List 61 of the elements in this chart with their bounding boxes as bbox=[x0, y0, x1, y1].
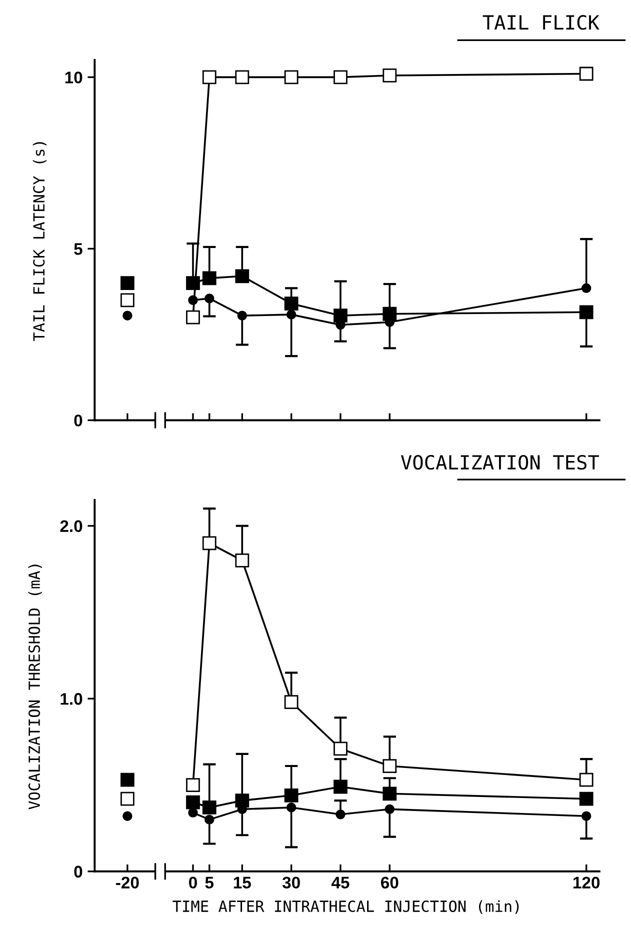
chart-title: VOCALIZATION TEST bbox=[400, 454, 600, 470]
point bbox=[579, 305, 594, 320]
point bbox=[186, 778, 200, 792]
x-tick-label: -20 bbox=[116, 876, 139, 889]
point bbox=[284, 296, 298, 311]
point bbox=[186, 310, 200, 324]
point bbox=[120, 293, 134, 308]
point bbox=[286, 310, 296, 320]
y-tick-label: 0 bbox=[74, 414, 82, 426]
x-tick-label: 30 bbox=[282, 876, 300, 889]
point bbox=[579, 66, 594, 81]
y-tick-label: 2.0 bbox=[60, 520, 82, 532]
y-tick-label: 5 bbox=[74, 243, 82, 255]
point bbox=[382, 786, 397, 801]
point bbox=[334, 308, 348, 323]
point bbox=[202, 271, 216, 286]
point bbox=[188, 295, 198, 306]
x-tick-label: 5 bbox=[205, 876, 214, 889]
x-tick-label: 120 bbox=[573, 876, 600, 889]
point bbox=[122, 310, 132, 320]
point bbox=[202, 536, 216, 550]
point bbox=[284, 695, 298, 710]
point bbox=[382, 759, 397, 773]
point bbox=[202, 800, 216, 814]
point bbox=[188, 808, 198, 818]
y-tick-label: 0 bbox=[74, 866, 82, 878]
point bbox=[186, 795, 200, 810]
point bbox=[334, 742, 348, 756]
point bbox=[204, 294, 214, 304]
point bbox=[204, 814, 214, 824]
point bbox=[235, 553, 250, 568]
point bbox=[235, 269, 250, 284]
y-tick-label: 10 bbox=[65, 72, 82, 84]
point bbox=[581, 811, 592, 821]
point bbox=[384, 804, 395, 814]
y-axis-title: VOCALIZATION THRESHOLD (mA) bbox=[28, 564, 42, 810]
x-tick-label: 60 bbox=[381, 876, 398, 889]
point bbox=[382, 68, 397, 82]
point bbox=[334, 70, 348, 84]
point bbox=[237, 310, 248, 320]
chart-title: TAIL FLICK bbox=[482, 15, 600, 30]
point bbox=[202, 70, 216, 84]
x-tick-label: 45 bbox=[331, 876, 350, 889]
point bbox=[120, 276, 134, 290]
y-tick-label: 1.0 bbox=[60, 693, 82, 705]
x-tick-label: 0 bbox=[189, 876, 197, 889]
point bbox=[581, 283, 592, 294]
point bbox=[122, 811, 132, 821]
x-tick-label: 15 bbox=[234, 876, 251, 889]
point bbox=[579, 772, 594, 787]
point bbox=[336, 810, 346, 820]
x-axis-title: TIME AFTER INTRATHECAL INJECTION (min) bbox=[172, 900, 519, 914]
y-axis-title: TAIL FLICK LATENCY (s) bbox=[32, 142, 46, 341]
point bbox=[286, 802, 296, 812]
point bbox=[334, 780, 348, 794]
point bbox=[120, 772, 134, 787]
point bbox=[120, 792, 134, 806]
point bbox=[284, 70, 298, 84]
point bbox=[235, 70, 250, 84]
point bbox=[579, 792, 594, 806]
point bbox=[284, 788, 298, 802]
